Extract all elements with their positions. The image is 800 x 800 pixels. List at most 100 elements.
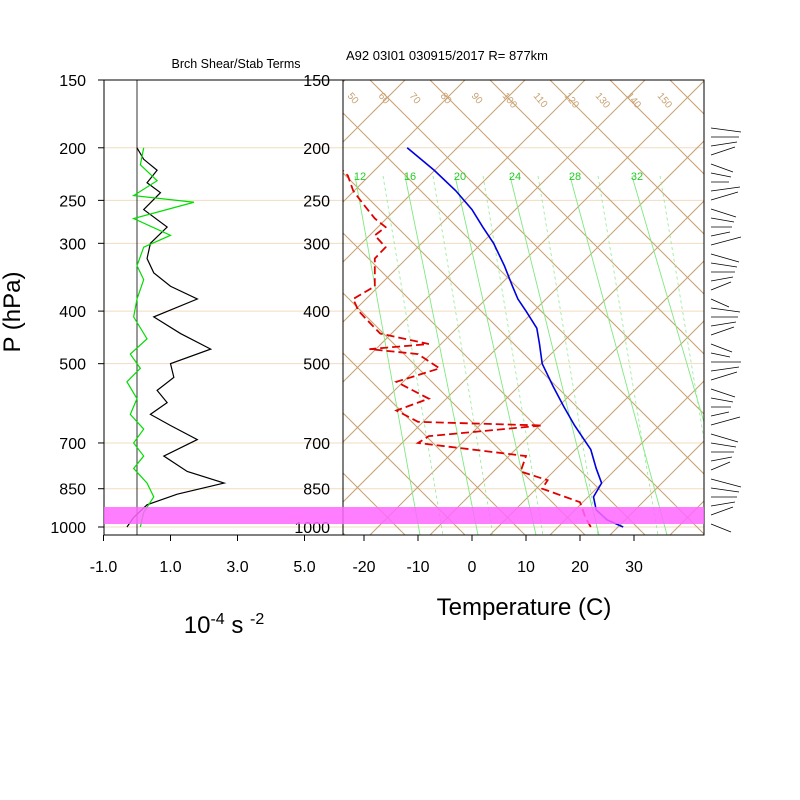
right-pressure-tick-label: 400 [303, 304, 330, 321]
mixing-ratio-dashed-line [482, 175, 544, 535]
mixing-ratio-dashed-line [597, 175, 659, 535]
temperature-tick-label: 10 [517, 559, 535, 576]
left-pressure-tick-label: 300 [59, 236, 86, 253]
left-pressure-tick-label: 150 [59, 73, 86, 90]
skewed-reference-lines [343, 80, 800, 535]
wind-barb [710, 506, 734, 516]
adiabat-line [343, 112, 704, 475]
mixing-ratio-label: 16 [404, 171, 416, 183]
wind-barb [710, 321, 737, 327]
theta-label: 70 [407, 91, 423, 107]
shear-term-line [126, 147, 227, 528]
adiabat-line [489, 80, 704, 295]
mixing-ratio-label: 28 [569, 171, 581, 183]
wind-barb [710, 208, 737, 218]
wind-barb [710, 366, 740, 372]
left-unit-label: 10-4 s -2 [184, 611, 265, 639]
mixing-ratio-dashed-line [659, 175, 704, 442]
isotherm-line [549, 380, 704, 535]
theta-label: 110 [531, 91, 550, 111]
wind-barb [710, 433, 739, 443]
wind-barb [710, 186, 741, 192]
wind-barb [710, 231, 731, 237]
wind-barbs [710, 127, 742, 533]
wind-barb [710, 141, 738, 147]
left-pressure-tick-label: 200 [59, 141, 86, 158]
wind-barb [710, 487, 740, 493]
adiabat-line [343, 232, 646, 535]
wind-barb [710, 411, 730, 417]
wind-barb [710, 442, 737, 448]
left-x-tick-label: -1.0 [90, 559, 118, 576]
wind-barb [710, 388, 736, 398]
wind-barb [710, 253, 740, 263]
mixing-ratio-dashed-line [537, 175, 599, 535]
mixing-ratio-label: 20 [454, 171, 466, 183]
left-x-tick-label: 3.0 [226, 559, 248, 576]
right-pressure-tick-label: 200 [303, 141, 330, 158]
unit-exp2: -2 [250, 611, 264, 628]
mixing-ratio-dashed-line [432, 175, 494, 535]
left-x-tick-label: 1.0 [159, 559, 181, 576]
left-pressure-ticks: 150 200 250 300 400 500 700 850 1000 [50, 73, 104, 537]
temperature-tick-label: 30 [625, 559, 643, 576]
unit-exp1: -4 [210, 611, 224, 628]
adiabat-line [429, 80, 704, 355]
wind-barb [710, 217, 735, 223]
wind-barb [710, 236, 742, 246]
adiabat-line [343, 172, 704, 535]
unit-mid: s [225, 612, 250, 639]
isotherm-line [343, 80, 466, 203]
wind-barb [710, 326, 735, 336]
temperature-tick-label: -20 [352, 559, 375, 576]
right-pressure-tick-label: 700 [303, 436, 330, 453]
wind-barb [710, 172, 732, 178]
pressure-axis-label: P (hPa) [0, 272, 26, 353]
mixing-ratio-line [569, 175, 668, 535]
wind-barb [710, 397, 734, 403]
wind-barb [710, 127, 742, 133]
left-panel-title: Brch Shear/Stab Terms [172, 57, 301, 71]
theta-label: 140 [624, 91, 643, 111]
mixing-ratio-label: 24 [509, 171, 521, 183]
mixing-ratio-lines [354, 175, 704, 535]
adiabat-line [730, 80, 800, 535]
temperature-tick-label: 0 [468, 559, 477, 576]
wind-barb [710, 191, 739, 201]
mixing-ratio-line [354, 175, 421, 535]
temperature-axis-label: Temperature (C) [437, 594, 612, 621]
dewpoint-profile-line [343, 169, 592, 528]
left-pressure-tick-label: 400 [59, 304, 86, 321]
adiabat-line [343, 412, 466, 535]
left-pressure-tick-label: 500 [59, 357, 86, 374]
theta-label: 150 [655, 91, 674, 111]
wind-barb [710, 501, 736, 507]
mixing-ratio-labels: 12 16 20 24 28 32 [354, 171, 643, 183]
mixing-ratio-line [404, 175, 479, 535]
right-plot-frame [342, 79, 705, 536]
temperature-ticks: -20 -10 0 10 20 30 [352, 535, 643, 576]
isotherm-line [609, 440, 704, 535]
stability-term-line [126, 147, 195, 528]
left-pressure-tick-label: 250 [59, 193, 86, 210]
theta-label: 60 [376, 91, 392, 107]
mixing-ratio-line [631, 175, 704, 424]
wind-barb [710, 276, 734, 282]
theta-label: 50 [345, 91, 361, 107]
wind-barb [710, 456, 733, 462]
wind-barb [710, 461, 731, 471]
mixing-ratio-label: 32 [631, 171, 643, 183]
isotherm-line [489, 320, 704, 535]
wind-barb [710, 262, 738, 268]
wind-barb [710, 352, 731, 358]
left-pressure-tick-label: 700 [59, 436, 86, 453]
isotherm-line [343, 80, 526, 263]
left-pressure-tick-label: 850 [59, 482, 86, 499]
right-pressure-ticks: 150 200 250 300 400 500 700 850 1000 [294, 73, 330, 537]
left-x-ticks: -1.0 1.0 3.0 5.0 [90, 535, 316, 576]
chart-title: A92 03I01 030915/2017 R= 877km [346, 48, 548, 63]
wind-barb [710, 163, 734, 173]
wind-barb [710, 523, 732, 533]
adiabat-line [343, 352, 526, 535]
